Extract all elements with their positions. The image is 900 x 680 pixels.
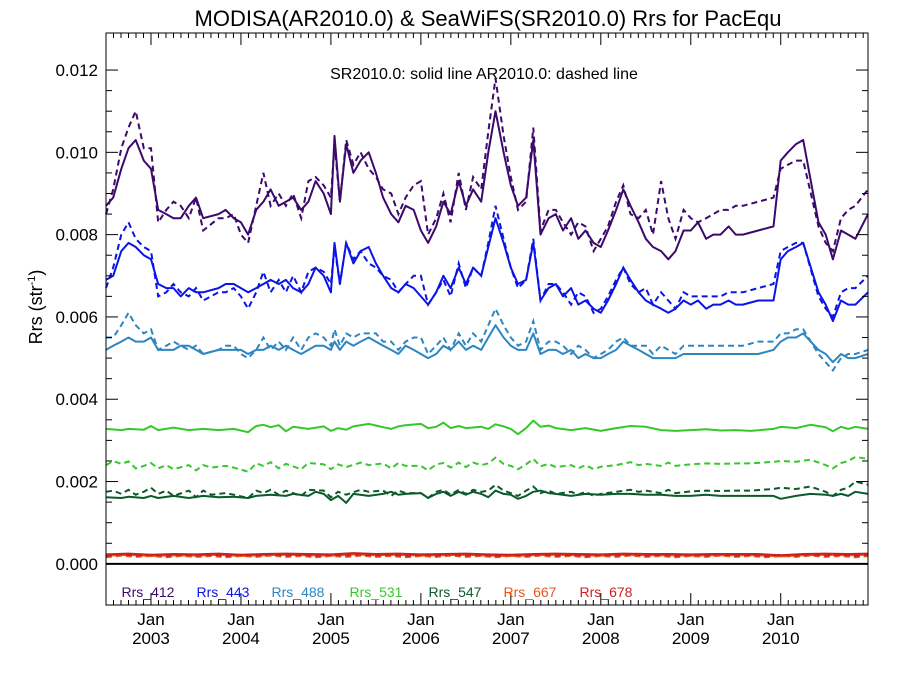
series-line-rrs-531-solid	[105, 419, 869, 436]
x-tick-label-year: 2003	[132, 629, 170, 648]
series-line-rrs-412-solid	[105, 110, 869, 261]
y-tick-label: 0.008	[55, 226, 98, 245]
chart-title: MODISA(AR2010.0) & SeaWiFS(SR2010.0) Rrs…	[195, 6, 782, 31]
legend-item-rrs-412: Rrs_412	[122, 584, 175, 600]
x-tick-label-year: 2009	[672, 629, 710, 648]
x-tick-label-month: Jan	[677, 610, 704, 629]
y-axis-label-close: )	[26, 270, 46, 276]
y-tick-label: 0.010	[55, 143, 98, 162]
svg-text:Rrs (str-1): Rrs (str-1)	[26, 270, 46, 345]
x-tick-label-year: 2004	[222, 629, 260, 648]
series-layer	[105, 78, 869, 559]
y-tick-label: 0.012	[55, 61, 98, 80]
x-tick-label-month: Jan	[767, 610, 794, 629]
x-tick-label-year: 2006	[402, 629, 440, 648]
x-tick-label-month: Jan	[137, 610, 164, 629]
series-line-rrs-443-solid	[105, 217, 869, 323]
chart-subtitle: SR2010.0: solid line AR2010.0: dashed li…	[330, 66, 638, 83]
x-tick-label-year: 2010	[762, 629, 800, 648]
series-line-rrs-488-dashed	[106, 306, 869, 373]
legend-item-rrs-678: Rrs_678	[580, 584, 633, 600]
axes-layer: 0.0000.0020.0040.0060.0080.0100.012Jan20…	[55, 32, 869, 648]
legend-item-rrs-488: Rrs_488	[272, 584, 325, 600]
y-axis-label-sup: -1	[26, 276, 38, 286]
y-axis-label: Rrs (str-1)	[26, 270, 46, 345]
x-tick-label-month: Jan	[497, 610, 524, 629]
series-line-rrs-547-solid	[105, 489, 869, 504]
plot-frame	[105, 32, 869, 606]
x-tick-label-month: Jan	[227, 610, 254, 629]
x-tick-label-year: 2007	[492, 629, 530, 648]
y-axis-label-main: Rrs (str	[26, 285, 46, 344]
legend-item-rrs-667: Rrs_667	[504, 584, 557, 600]
series-line-rrs-547-dashed	[105, 480, 869, 500]
legend-item-rrs-531: Rrs_531	[350, 584, 403, 600]
legend-item-rrs-547: Rrs_547	[429, 584, 482, 600]
series-line-rrs-678-dashed	[105, 553, 869, 558]
x-tick-label-year: 2005	[312, 629, 350, 648]
series-line-rrs-443-dashed	[105, 205, 869, 319]
legend: Rrs_412 Rrs_443 Rrs_488 Rrs_531 Rrs_547 Rrs_6…	[122, 584, 633, 600]
y-tick-label: 0.000	[55, 555, 98, 574]
series-line-rrs-531-dashed	[105, 455, 869, 473]
x-tick-label-month: Jan	[407, 610, 434, 629]
series-line-rrs-667-dashed	[105, 554, 869, 559]
y-tick-label: 0.004	[55, 390, 98, 409]
x-tick-label-month: Jan	[587, 610, 614, 629]
y-tick-label: 0.002	[55, 473, 98, 492]
x-tick-label-year: 2008	[582, 629, 620, 648]
legend-item-rrs-443: Rrs_443	[197, 584, 250, 600]
x-tick-label-month: Jan	[317, 610, 344, 629]
series-line-rrs-412-dashed	[105, 78, 869, 254]
y-tick-label: 0.006	[55, 308, 98, 327]
